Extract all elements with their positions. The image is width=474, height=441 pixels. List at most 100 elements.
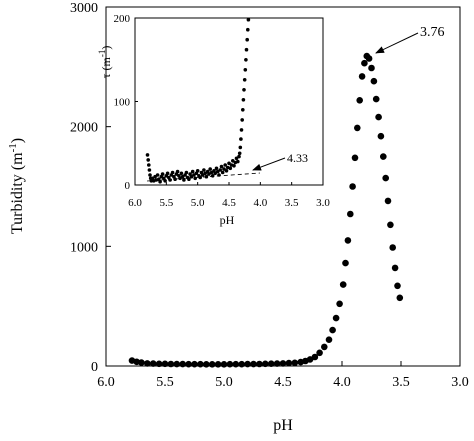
inset-y-axis-label-base: τ (m <box>99 57 113 79</box>
main-data-point <box>285 359 293 367</box>
inset-data-point <box>208 167 212 171</box>
inset-x-tick-label: 3.5 <box>285 197 299 209</box>
inset-x-axis-label: pH <box>220 213 235 227</box>
main-data-point <box>311 353 319 361</box>
main-y-tick-label: 0 <box>91 360 98 375</box>
main-data-point <box>358 73 366 80</box>
inset-data-point <box>237 154 241 159</box>
inset-data-point <box>195 169 200 173</box>
inset-data-point <box>219 164 224 169</box>
inset-data-point <box>155 173 160 177</box>
main-data-point <box>339 281 347 288</box>
main-data-point <box>361 59 368 67</box>
main-data-point <box>332 314 340 322</box>
main-data-point <box>144 360 151 367</box>
main-data-point <box>316 349 323 357</box>
main-x-tick-label: 3.5 <box>392 375 410 390</box>
inset-data-point <box>165 171 170 176</box>
inset-data-point <box>238 145 243 150</box>
inset-data-point <box>184 170 189 175</box>
main-data-point <box>382 174 390 182</box>
inset-data-point <box>220 170 225 175</box>
main-data-point <box>370 77 378 85</box>
inset-data-point <box>198 175 202 180</box>
inset-data-point <box>175 169 180 174</box>
inset-x-tick-label: 5.5 <box>159 197 173 209</box>
main-x-tick-label: 6.0 <box>97 375 115 390</box>
main-data-point <box>185 360 192 368</box>
inset-dashed-threshold <box>146 172 261 182</box>
inset-data-point <box>147 163 151 167</box>
inset-y-tick-label: 200 <box>114 13 131 25</box>
main-x-tick-label: 4.0 <box>333 375 351 390</box>
inset-data-point <box>239 128 244 132</box>
main-data-point <box>380 153 387 160</box>
main-data-point <box>203 361 210 368</box>
main-x-tick-label: 5.0 <box>215 375 233 390</box>
inset-data-points <box>145 17 251 184</box>
inset-data-point <box>236 159 240 164</box>
inset-data-point <box>242 78 247 82</box>
main-data-point <box>226 360 234 368</box>
inset-data-point <box>190 169 195 174</box>
inset-y-axis-label: τ (m-1) <box>97 46 113 79</box>
inset-x-tick-label: 4.5 <box>222 197 236 209</box>
main-data-point <box>336 300 343 308</box>
inset-data-point <box>207 172 211 176</box>
main-y-tick-label: 3000 <box>70 1 98 16</box>
inset-data-point <box>237 151 242 156</box>
main-data-point <box>138 359 145 366</box>
main-x-tick-label: 5.5 <box>156 375 174 390</box>
main-data-point <box>356 97 364 104</box>
main-y-tick-label: 2000 <box>70 121 98 136</box>
main-data-point <box>351 154 359 162</box>
inset-y-axis-label-sup: -1 <box>97 50 107 58</box>
inset-data-point <box>243 68 248 72</box>
main-data-point <box>394 282 401 290</box>
main-data-point <box>291 359 299 367</box>
inset-annotation-arrow <box>252 157 286 171</box>
inset-background <box>135 18 323 185</box>
main-data-point <box>262 360 269 368</box>
inset-data-point <box>145 153 150 157</box>
main-data-point <box>375 113 382 121</box>
inset-data-point <box>239 137 243 141</box>
inset-data-point <box>241 108 245 112</box>
main-y-axis-label-base: Turbidity (m <box>9 152 26 234</box>
main-data-point <box>365 55 373 62</box>
inset-data-point <box>214 166 219 171</box>
main-annotation-label: 3.76 <box>420 25 445 40</box>
main-y-axis-label-close: ) <box>9 138 26 143</box>
inset-data-point <box>245 37 249 42</box>
inset-data-point <box>224 169 229 173</box>
inset-data-point <box>158 179 162 184</box>
inset-data-point <box>160 172 165 176</box>
inset-data-point <box>242 88 246 92</box>
main-y-axis-label: Turbidity (m-1) <box>7 138 26 234</box>
inset-data-point <box>240 118 244 122</box>
inset-data-point <box>146 158 150 162</box>
main-data-point <box>191 360 198 368</box>
inset-data-point <box>148 173 152 177</box>
main-data-point <box>214 361 222 368</box>
inset-data-point <box>228 166 233 171</box>
main-data-point <box>273 360 281 367</box>
inset-data-point <box>244 58 248 62</box>
inset-data-point <box>179 171 184 176</box>
inset-x-tick-label: 4.0 <box>253 197 267 209</box>
main-data-point <box>391 264 399 272</box>
inset-data-point <box>168 178 172 182</box>
inset-x-tick-label: 6.0 <box>128 197 142 209</box>
main-data-point <box>372 95 380 103</box>
main-data-point <box>149 360 157 367</box>
main-data-point <box>325 336 333 344</box>
main-y-axis: 0 1000 2000 3000 <box>70 1 111 375</box>
inset-x-axis: 6.0 5.5 5.0 4.5 4.0 3.5 3.0 <box>128 182 330 209</box>
inset-data-point <box>232 164 236 168</box>
inset-data-point <box>246 27 250 32</box>
inset-data-point <box>147 168 152 172</box>
inset-data-point <box>244 47 249 52</box>
main-x-tick-label: 4.5 <box>274 375 292 390</box>
